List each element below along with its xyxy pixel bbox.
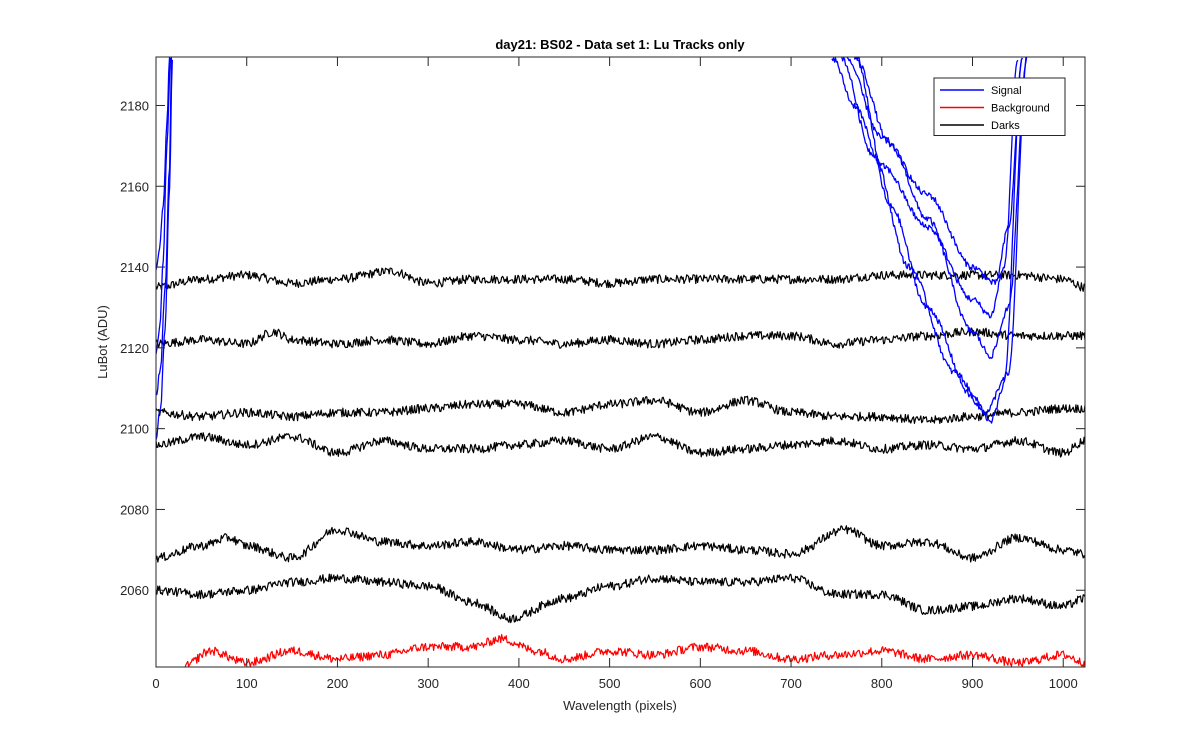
x-tick-label: 900: [962, 676, 984, 691]
series-line-signal-13: [854, 57, 1027, 360]
y-tick-label: 2100: [120, 422, 149, 437]
x-tick-label: 600: [689, 676, 711, 691]
series-line-signal-11: [831, 57, 1019, 319]
y-tick-label: 2140: [120, 260, 149, 275]
axes-box: [155, 56, 1086, 668]
chart-title: day21: BS02 - Data set 1: Lu Tracks only: [495, 37, 745, 52]
legend: Signal Background Darks: [933, 77, 1066, 136]
x-axis-label: Wavelength (pixels): [563, 698, 677, 713]
series-line-darks-2: [156, 395, 1085, 425]
x-tick-label: 1000: [1049, 676, 1078, 691]
x-tick-label: 100: [236, 676, 258, 691]
x-tick-label: 0: [152, 676, 159, 691]
x-tick-label: 400: [508, 676, 530, 691]
series-line-darks-0: [156, 267, 1085, 292]
legend-label-background: Background: [991, 103, 1050, 115]
x-tick-label: 200: [327, 676, 349, 691]
x-tick-label: 500: [599, 676, 621, 691]
series-line-darks-3: [156, 432, 1085, 458]
y-tick-label: 2160: [120, 179, 149, 194]
series-line-darks-1: [156, 327, 1085, 349]
series-line-signal-7: [156, 59, 173, 441]
series-line-signal-14: [840, 57, 1023, 416]
series-line-signal-9: [156, 57, 172, 355]
y-tick-label: 2120: [120, 341, 149, 356]
y-axis-label: LuBot (ADU): [95, 305, 110, 379]
series-line-background-6: [184, 633, 1085, 667]
legend-label-signal: Signal: [991, 85, 1022, 97]
y-tick-label: 2060: [120, 583, 149, 598]
series-line-darks-4: [156, 525, 1085, 563]
y-tick-label: 2180: [120, 98, 149, 113]
series-line-signal-12: [846, 57, 1023, 285]
legend-label-darks: Darks: [991, 120, 1020, 132]
x-tick-label: 300: [417, 676, 439, 691]
x-tick-label: 800: [871, 676, 893, 691]
series-line-signal-8: [156, 57, 173, 396]
series-line-signal-15: [853, 57, 1028, 424]
plot-area: [156, 57, 1085, 667]
y-tick-label: 2080: [120, 502, 149, 517]
series-layer: [156, 57, 1085, 667]
series-line-darks-5: [156, 573, 1085, 624]
series-line-signal-10: [156, 57, 171, 271]
axes-layer: 0 100 200 300 400 500 600 700 800 900 1000 2060 2080…: [120, 56, 1086, 691]
x-tick-label: 700: [780, 676, 802, 691]
